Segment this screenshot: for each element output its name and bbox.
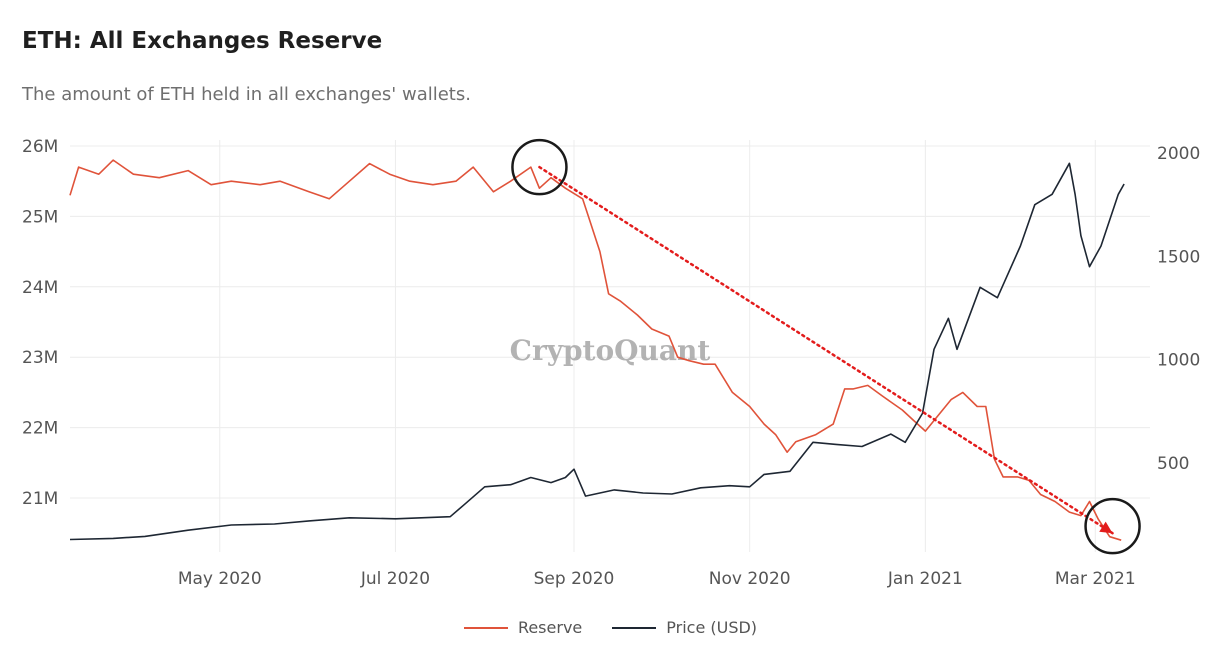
y-left-tick-label: 26M <box>22 137 58 157</box>
annotation-circle-peak <box>511 138 568 196</box>
x-tick-label: May 2020 <box>178 569 262 589</box>
legend-swatch-reserve <box>463 626 508 629</box>
y-left-tick-label: 22M <box>22 419 58 439</box>
x-tick-label: Jul 2020 <box>360 569 430 589</box>
legend-label-price: Price (USD) <box>666 618 758 637</box>
annotation-arrow-line <box>538 165 1114 535</box>
legend-swatch-price <box>612 626 657 629</box>
x-tick-label: Jan 2021 <box>887 569 963 589</box>
y-right-tick-label: 1500 <box>1157 247 1200 267</box>
annotation-arrow-head <box>1099 521 1113 534</box>
y-right-tick-label: 2000 <box>1157 144 1200 164</box>
chart-subtitle: The amount of ETH held in all exchanges'… <box>22 84 471 105</box>
y-right-tick-label: 500 <box>1157 454 1189 474</box>
legend-item-price[interactable]: Price (USD) <box>612 618 757 637</box>
legend-item-reserve[interactable]: Reserve <box>463 618 583 637</box>
y-left-tick-label: 23M <box>22 348 58 368</box>
y-left-tick-label: 24M <box>22 278 58 298</box>
x-tick-label: Mar 2021 <box>1055 569 1136 589</box>
y-left-tick-label: 25M <box>22 207 58 227</box>
watermark: CryptoQuant <box>510 334 711 367</box>
chart-title: ETH: All Exchanges Reserve <box>22 28 383 54</box>
x-tick-label: Sep 2020 <box>534 569 615 589</box>
legend-label-reserve: Reserve <box>517 618 583 637</box>
chart-legend: Reserve Price (USD) <box>0 618 1221 637</box>
series-line-reserve <box>69 159 1122 541</box>
x-tick-label: Nov 2020 <box>709 569 791 589</box>
y-left-tick-label: 21M <box>22 489 58 509</box>
series-line-price <box>69 162 1125 541</box>
annotation-circle-end <box>1084 497 1141 555</box>
y-right-tick-label: 1000 <box>1157 351 1200 371</box>
